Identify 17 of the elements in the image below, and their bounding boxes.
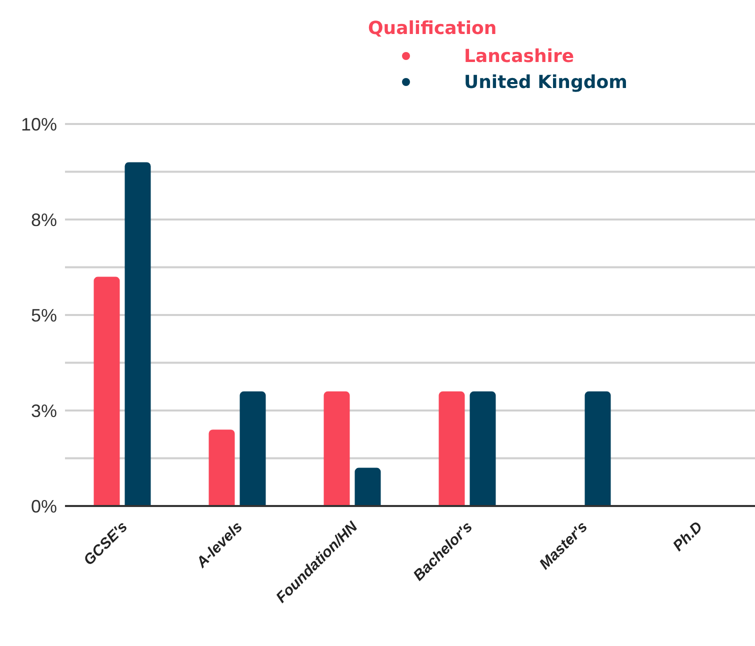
legend-title: Qualification [368, 18, 498, 39]
bar [354, 468, 381, 506]
bar [240, 391, 266, 506]
bar [470, 391, 496, 506]
text: Lancashire [464, 46, 574, 66]
bar [584, 391, 611, 506]
bar [124, 162, 151, 506]
bar [94, 276, 120, 506]
text: United Kingdom [464, 72, 628, 92]
bar [208, 430, 235, 506]
y-tick-label: 10% [20, 114, 57, 134]
bar [438, 391, 465, 506]
y-tick-label: 0% [30, 496, 57, 516]
text: 5% [30, 305, 57, 326]
y-tick-label: 8% [30, 210, 57, 230]
bar [324, 391, 350, 506]
y-tick-label: 3% [30, 400, 57, 421]
